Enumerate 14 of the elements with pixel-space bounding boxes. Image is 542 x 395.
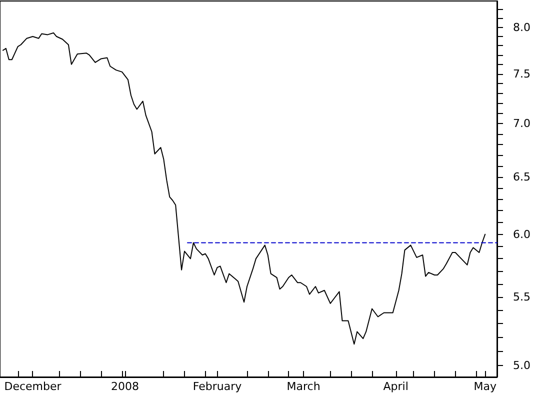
x-tick-label: May [474,380,497,393]
x-tick-label: March [286,380,320,393]
y-tick-label: 7.0 [513,116,530,130]
line-series [2,32,486,345]
x-tick-label: 2008 [110,380,139,393]
y-tick-label: 5.0 [513,358,530,372]
x-tick-label: December [4,380,62,393]
y-tick-label: 6.5 [513,170,530,184]
y-tick-label: 8.0 [513,20,530,34]
x-tick-label: April [383,380,408,393]
y-tick-label: 6.0 [513,228,530,241]
y-tick-label: 5.5 [513,290,530,304]
x-tick-label: February [192,380,242,393]
y-tick-label: 7.5 [513,67,530,80]
